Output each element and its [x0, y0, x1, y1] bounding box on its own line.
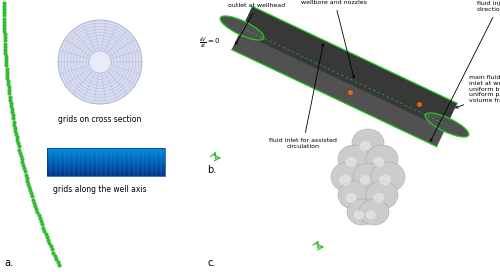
- Ellipse shape: [220, 16, 264, 40]
- Bar: [47, 172, 165, 173]
- Bar: [47, 150, 165, 151]
- Polygon shape: [232, 32, 445, 147]
- Ellipse shape: [354, 211, 364, 220]
- Bar: [47, 160, 165, 161]
- Text: c.: c.: [207, 258, 216, 268]
- Ellipse shape: [339, 175, 351, 185]
- Bar: [47, 162, 165, 163]
- Text: grids along the well axis: grids along the well axis: [53, 185, 147, 194]
- Bar: [47, 158, 165, 159]
- Ellipse shape: [374, 193, 384, 203]
- Bar: [47, 159, 165, 160]
- Text: a.: a.: [4, 258, 13, 268]
- Bar: [47, 156, 165, 157]
- Ellipse shape: [338, 181, 370, 209]
- Ellipse shape: [374, 157, 384, 167]
- Ellipse shape: [353, 163, 383, 191]
- Text: main fluid and particle
inlet at well-bottom:
uniform bulk velocity;
uniform par: main fluid and particle inlet at well-bo…: [456, 75, 500, 108]
- Ellipse shape: [359, 199, 389, 225]
- Bar: [47, 153, 165, 154]
- Ellipse shape: [425, 113, 469, 137]
- Bar: [47, 149, 165, 150]
- Text: grids on cross section: grids on cross section: [58, 115, 142, 124]
- Ellipse shape: [347, 199, 377, 225]
- Bar: [47, 175, 165, 176]
- Bar: [47, 148, 165, 176]
- Bar: [47, 157, 165, 158]
- Bar: [47, 174, 165, 175]
- Text: $\frac{\partial V}{\partial t} = 0$: $\frac{\partial V}{\partial t} = 0$: [200, 35, 220, 50]
- Bar: [47, 164, 165, 165]
- Ellipse shape: [366, 181, 398, 209]
- Text: θ: angle between axis of
wellbore and nozzles: θ: angle between axis of wellbore and no…: [296, 0, 373, 78]
- Bar: [47, 151, 165, 152]
- Bar: [47, 168, 165, 169]
- Bar: [47, 161, 165, 162]
- Ellipse shape: [379, 175, 391, 185]
- Text: b.: b.: [207, 165, 216, 175]
- Bar: [47, 148, 165, 149]
- Ellipse shape: [366, 211, 376, 220]
- Bar: [47, 170, 165, 171]
- Bar: [47, 166, 165, 167]
- Bar: [47, 173, 165, 174]
- Bar: [47, 167, 165, 168]
- Bar: [47, 154, 165, 155]
- Bar: [47, 163, 165, 164]
- Bar: [47, 152, 165, 153]
- Text: outlet at wellhead: outlet at wellhead: [228, 3, 285, 44]
- Ellipse shape: [366, 145, 398, 173]
- Bar: [47, 171, 165, 172]
- Circle shape: [89, 51, 111, 73]
- Ellipse shape: [338, 145, 370, 173]
- Bar: [47, 155, 165, 156]
- Bar: [47, 169, 165, 170]
- Ellipse shape: [331, 162, 365, 192]
- Text: fluid injection
direction: fluid injection direction: [430, 1, 500, 141]
- Text: fluid inlet for assisted
circulation: fluid inlet for assisted circulation: [270, 44, 337, 149]
- Ellipse shape: [346, 193, 356, 203]
- Polygon shape: [232, 6, 458, 147]
- Bar: [47, 165, 165, 166]
- Ellipse shape: [352, 129, 384, 157]
- Ellipse shape: [360, 175, 370, 185]
- Ellipse shape: [360, 141, 370, 151]
- Circle shape: [58, 20, 142, 104]
- Ellipse shape: [346, 157, 356, 167]
- Ellipse shape: [371, 162, 405, 192]
